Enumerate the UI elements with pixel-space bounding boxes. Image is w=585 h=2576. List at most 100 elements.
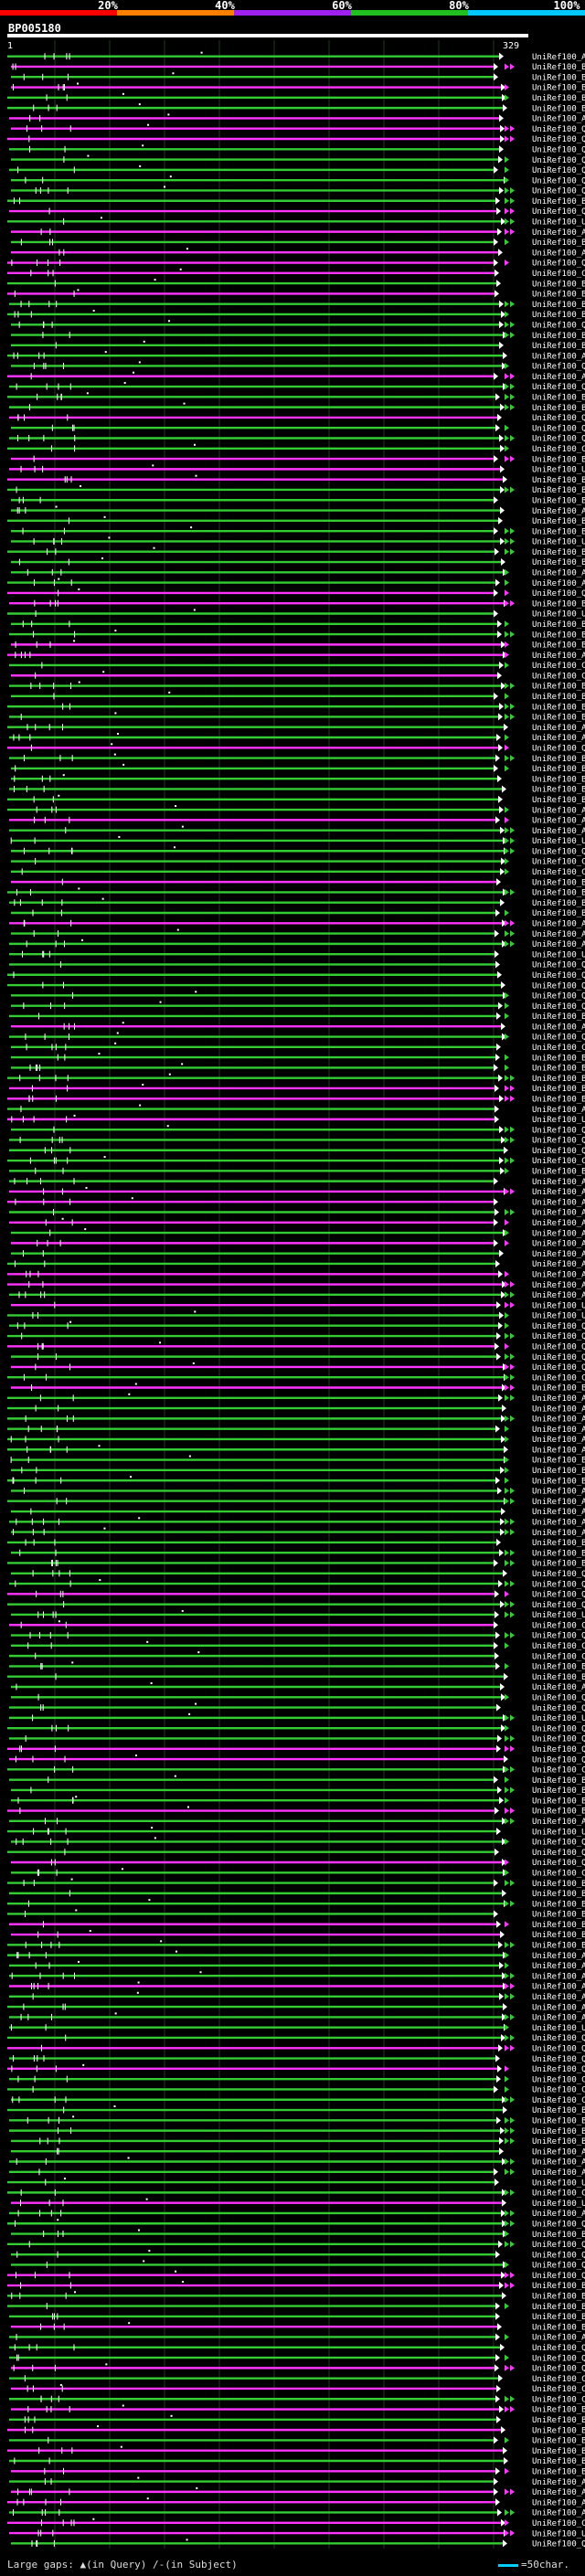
- hit-label[interactable]: UniRef100_UP1000...: [532, 538, 585, 547]
- hit-label[interactable]: UniRef100_UP1000...: [532, 1301, 585, 1310]
- hit-label[interactable]: UniRef100_A7Q6K9: [532, 115, 585, 124]
- hit-label[interactable]: UniRef100_UP1000...: [532, 2529, 585, 2539]
- hit-label[interactable]: UniRef100_A5C6W6: [532, 1972, 585, 1981]
- hit-label[interactable]: UniRef100_A0P1B2: [532, 1270, 585, 1279]
- hit-label[interactable]: UniRef100_C5XPD3: [532, 672, 585, 681]
- hit-label[interactable]: UniRef100_Q4G2V6: [532, 2055, 585, 2064]
- hit-label[interactable]: UniRef100_B9I074: [532, 1549, 585, 1558]
- hit-label[interactable]: UniRef100_B9MST2: [532, 197, 585, 207]
- hit-label[interactable]: UniRef100_B8AE87: [532, 342, 585, 351]
- hit-label[interactable]: UniRef100_Q1RU30: [532, 981, 585, 991]
- hit-label[interactable]: UniRef100_B9HVA8: [532, 683, 585, 692]
- hit-label[interactable]: UniRef100_UP1000...: [532, 950, 585, 959]
- hit-label[interactable]: UniRef100_Q9SRL7: [532, 2220, 585, 2229]
- hit-label[interactable]: UniRef100_A2ZAT3: [532, 1529, 585, 1538]
- hit-label[interactable]: UniRef100_B8AU77: [532, 1477, 585, 1486]
- hit-label[interactable]: UniRef100_Q9WXU9: [532, 2034, 585, 2043]
- hit-label[interactable]: UniRef100_C5Y3D1: [532, 2385, 585, 2394]
- hit-label[interactable]: UniRef100_A9SU18: [532, 1498, 585, 1507]
- hit-label[interactable]: UniRef100_Q9ZTJ5: [532, 1332, 585, 1341]
- hit-label[interactable]: UniRef100_A2Z371: [532, 1436, 585, 1445]
- hit-label[interactable]: UniRef100_A9SV80: [532, 1106, 585, 1115]
- hit-label[interactable]: UniRef100_Q69KB7: [532, 745, 585, 754]
- hit-label[interactable]: UniRef100_B8BPG9: [532, 1931, 585, 1940]
- hit-label[interactable]: UniRef100_A5B8Y0: [532, 1519, 585, 1528]
- hit-label[interactable]: UniRef100_Q9LG15: [532, 1724, 585, 1733]
- hit-label[interactable]: UniRef100_B9GPR7: [532, 1797, 585, 1806]
- hit-label[interactable]: UniRef100_A3A6B3: [532, 2498, 585, 2507]
- hit-label[interactable]: UniRef100_A0P191: [532, 1426, 585, 1435]
- hit-label[interactable]: UniRef100_A9N3B0: [532, 2478, 585, 2487]
- hit-label[interactable]: UniRef100_B8B443: [532, 796, 585, 805]
- hit-label[interactable]: UniRef100_B9H570: [532, 496, 585, 505]
- hit-label[interactable]: UniRef100_B3T5G9: [532, 517, 585, 526]
- hit-label[interactable]: UniRef100_C5N5U9: [532, 2395, 585, 2404]
- hit-label[interactable]: UniRef100_Q4G2V2: [532, 135, 585, 144]
- hit-label[interactable]: UniRef100_C5XG03: [532, 1373, 585, 1383]
- hit-label[interactable]: UniRef100_Q7Y1D6: [532, 1735, 585, 1744]
- hit-label[interactable]: UniRef100_B8AEC7: [532, 1942, 585, 1951]
- hit-label[interactable]: UniRef100_Q9ZTK0: [532, 187, 585, 196]
- hit-label[interactable]: UniRef100_A7PCW5: [532, 1962, 585, 1971]
- hit-label[interactable]: UniRef100_B9FC11: [532, 1673, 585, 1682]
- hit-label[interactable]: UniRef100_B9RB31: [532, 1880, 585, 1889]
- hit-label[interactable]: UniRef100_B9HCL8: [532, 1012, 585, 1022]
- hit-label[interactable]: UniRef100_A7P4U1: [532, 817, 585, 826]
- hit-label[interactable]: UniRef100_B9HUK5: [532, 84, 585, 93]
- hit-label[interactable]: UniRef100_A5C335: [532, 940, 585, 949]
- hit-label[interactable]: UniRef100_C5YG76: [532, 445, 585, 454]
- hit-label[interactable]: UniRef100_Q4L397: [532, 383, 585, 392]
- hit-label[interactable]: UniRef100_Q4G2V7: [532, 2044, 585, 2053]
- hit-label[interactable]: UniRef100_B9SSB1: [532, 620, 585, 630]
- hit-label[interactable]: UniRef100_A0P1B4: [532, 1260, 585, 1269]
- hit-label[interactable]: UniRef100_A9YWY2: [532, 1952, 585, 1961]
- hit-label[interactable]: UniRef100_UP1000...: [532, 1714, 585, 1723]
- hit-label[interactable]: UniRef100_B8B444: [532, 786, 585, 795]
- hit-label[interactable]: UniRef100_B9SSB2: [532, 641, 585, 651]
- hit-label[interactable]: UniRef100_C5Z564: [532, 1642, 585, 1651]
- hit-label[interactable]: UniRef100_Q4G2U5: [532, 176, 585, 186]
- hit-label[interactable]: UniRef100_B9SLM0: [532, 94, 585, 103]
- hit-label[interactable]: UniRef100_A9RPE7: [532, 2147, 585, 2157]
- hit-label[interactable]: UniRef100_Q2R2D7: [532, 1353, 585, 1362]
- hit-label[interactable]: UniRef100_B9SUC9: [532, 1065, 585, 1074]
- hit-label[interactable]: UniRef100_Q6H8C5: [532, 321, 585, 330]
- hit-label[interactable]: UniRef100_Q1U5M3: [532, 2354, 585, 2363]
- hit-label[interactable]: UniRef100_A0S5T7: [532, 1250, 585, 1259]
- hit-label[interactable]: UniRef100_UP1000...: [532, 2200, 585, 2209]
- hit-label[interactable]: UniRef100_A0S5T9: [532, 1240, 585, 1249]
- hit-label[interactable]: UniRef100_B9IN94: [532, 1075, 585, 1084]
- hit-label[interactable]: UniRef100_B9HLG3: [532, 1095, 585, 1104]
- hit-label[interactable]: UniRef100_B9IID0: [532, 755, 585, 764]
- hit-label[interactable]: UniRef100_C5ZIP5: [532, 868, 585, 877]
- hit-label[interactable]: UniRef100_A7R8R5: [532, 2210, 585, 2219]
- hit-label[interactable]: UniRef100_A2ZEP2: [532, 2014, 585, 2023]
- hit-label[interactable]: UniRef100_A0S5Y6: [532, 1229, 585, 1238]
- hit-label[interactable]: UniRef100_UP1000...: [532, 2178, 585, 2188]
- hit-label[interactable]: UniRef100_Q4G2V3: [532, 1859, 585, 1868]
- hit-label[interactable]: UniRef100_Q0E2V2: [532, 2065, 585, 2074]
- hit-label[interactable]: UniRef100_A5BFQ0: [532, 1983, 585, 1992]
- hit-label[interactable]: UniRef100_A3A405: [532, 734, 585, 743]
- hit-label[interactable]: UniRef100_Q4G2W2: [532, 363, 585, 372]
- hit-label[interactable]: UniRef100_Q4G2V4: [532, 125, 585, 134]
- hit-label[interactable]: UniRef100_B8BL46: [532, 899, 585, 908]
- hit-label[interactable]: UniRef100_A9NSU2: [532, 806, 585, 815]
- hit-label[interactable]: UniRef100_UP1000...: [532, 218, 585, 228]
- hit-label[interactable]: UniRef100_B9I3G1: [532, 2303, 585, 2312]
- hit-label[interactable]: UniRef100_Q4G2U9: [532, 145, 585, 154]
- hit-label[interactable]: UniRef100_Q4G2V0: [532, 971, 585, 981]
- hit-label[interactable]: UniRef100_Q00RR0: [532, 1363, 585, 1373]
- hit-label[interactable]: UniRef100_C5Z689: [532, 2086, 585, 2095]
- hit-label[interactable]: UniRef100_B9F1R3: [532, 1168, 585, 1177]
- hit-label[interactable]: UniRef100_A7PP27: [532, 1446, 585, 1455]
- hit-label[interactable]: UniRef100_Q9ZU46: [532, 2241, 585, 2250]
- hit-label[interactable]: UniRef100_B9IEX4: [532, 2447, 585, 2456]
- hit-label[interactable]: UniRef100_B9FTX2: [532, 775, 585, 784]
- hit-label[interactable]: UniRef100_Q4G2U7: [532, 156, 585, 165]
- hit-label[interactable]: UniRef100_A3BD42: [532, 652, 585, 661]
- hit-label[interactable]: UniRef100_B9HAT2: [532, 2231, 585, 2240]
- hit-label[interactable]: UniRef100_B9T0A6: [532, 2282, 585, 2291]
- hit-label[interactable]: UniRef100_A7PP30: [532, 1178, 585, 1187]
- hit-label[interactable]: UniRef100_A0P1A7: [532, 1415, 585, 1425]
